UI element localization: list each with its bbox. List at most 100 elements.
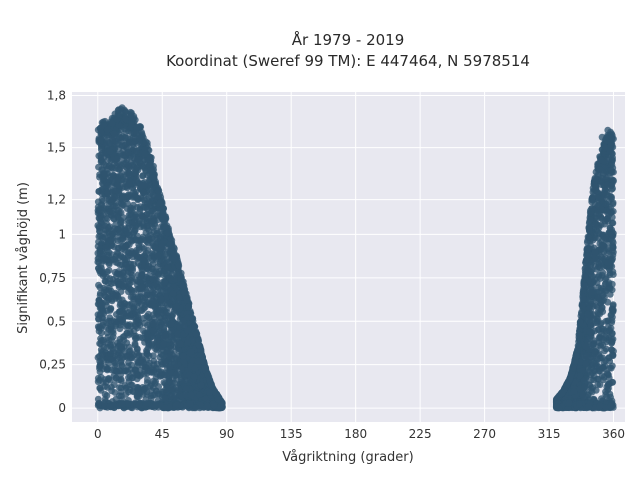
data-point bbox=[138, 212, 145, 219]
data-point bbox=[126, 386, 134, 394]
data-point bbox=[97, 129, 105, 137]
data-point bbox=[100, 270, 108, 278]
data-point bbox=[101, 277, 109, 285]
data-point bbox=[121, 225, 129, 232]
data-point bbox=[153, 337, 161, 345]
data-point bbox=[122, 323, 130, 330]
data-point bbox=[145, 362, 152, 369]
data-point bbox=[104, 126, 111, 133]
data-point bbox=[104, 182, 112, 189]
data-point bbox=[129, 264, 137, 272]
data-point bbox=[197, 381, 205, 389]
data-point bbox=[129, 140, 137, 148]
data-point bbox=[156, 199, 164, 207]
data-point bbox=[98, 355, 106, 363]
data-point bbox=[609, 176, 617, 184]
data-point bbox=[98, 329, 105, 337]
data-point bbox=[119, 235, 127, 242]
data-point bbox=[171, 255, 178, 263]
data-point bbox=[147, 368, 155, 376]
data-point bbox=[151, 217, 158, 225]
data-point bbox=[189, 357, 196, 365]
data-point bbox=[114, 181, 122, 189]
data-point bbox=[123, 339, 131, 347]
data-point bbox=[201, 364, 209, 372]
data-point bbox=[163, 222, 171, 230]
data-point bbox=[126, 373, 134, 380]
data-point bbox=[151, 314, 158, 322]
data-point bbox=[155, 383, 163, 390]
data-point bbox=[102, 244, 110, 252]
data-point bbox=[165, 353, 173, 360]
data-point bbox=[146, 153, 154, 161]
data-point bbox=[131, 340, 139, 347]
data-point bbox=[161, 404, 169, 412]
data-point bbox=[106, 403, 114, 410]
data-point bbox=[145, 210, 153, 218]
data-point bbox=[169, 290, 177, 297]
data-point bbox=[133, 384, 141, 391]
data-point bbox=[137, 195, 145, 202]
data-point bbox=[128, 121, 136, 128]
data-point bbox=[128, 300, 136, 307]
data-point bbox=[114, 214, 122, 221]
data-point bbox=[106, 314, 114, 322]
data-point bbox=[113, 249, 121, 256]
data-point bbox=[164, 264, 171, 272]
data-point bbox=[123, 353, 131, 361]
data-point bbox=[114, 155, 121, 163]
data-point bbox=[166, 363, 174, 371]
data-point bbox=[120, 273, 127, 281]
data-point bbox=[100, 255, 108, 263]
data-point bbox=[108, 336, 115, 343]
data-point bbox=[130, 218, 138, 226]
data-point bbox=[156, 324, 164, 331]
data-point bbox=[144, 322, 151, 329]
data-point bbox=[124, 362, 132, 370]
data-point bbox=[185, 303, 192, 311]
data-point bbox=[116, 134, 124, 142]
data-point bbox=[144, 233, 152, 241]
data-point bbox=[98, 301, 106, 309]
data-point bbox=[178, 366, 185, 373]
data-point bbox=[153, 360, 161, 368]
data-point bbox=[154, 192, 161, 200]
data-point bbox=[109, 171, 117, 179]
data-point bbox=[134, 393, 141, 400]
data-point bbox=[133, 175, 140, 183]
data-point bbox=[102, 227, 109, 234]
data-point bbox=[127, 286, 135, 294]
data-point bbox=[150, 166, 158, 173]
data-point bbox=[179, 357, 187, 365]
data-point bbox=[181, 288, 188, 296]
data-point bbox=[138, 284, 146, 292]
data-point bbox=[121, 382, 129, 389]
data-point bbox=[110, 193, 118, 201]
data-point bbox=[105, 284, 113, 292]
data-point bbox=[109, 135, 116, 143]
data-point bbox=[120, 347, 128, 355]
data-point bbox=[144, 264, 151, 272]
data-point bbox=[608, 219, 616, 227]
data-point bbox=[162, 385, 170, 393]
data-point bbox=[177, 274, 185, 282]
data-point bbox=[150, 377, 157, 385]
data-point bbox=[145, 199, 153, 207]
data-point bbox=[187, 348, 195, 355]
data-point bbox=[134, 253, 141, 261]
data-point bbox=[114, 176, 122, 184]
data-point bbox=[143, 379, 151, 387]
data-point bbox=[184, 327, 191, 334]
data-point bbox=[110, 130, 118, 138]
data-point bbox=[109, 290, 117, 298]
data-point bbox=[132, 314, 140, 322]
data-point bbox=[101, 170, 108, 177]
data-point bbox=[143, 399, 151, 407]
data-point bbox=[138, 266, 146, 274]
data-point bbox=[134, 156, 141, 163]
data-point bbox=[96, 173, 103, 181]
data-point bbox=[116, 161, 124, 169]
data-point bbox=[101, 391, 109, 398]
data-point bbox=[104, 156, 111, 164]
data-point bbox=[131, 332, 138, 340]
